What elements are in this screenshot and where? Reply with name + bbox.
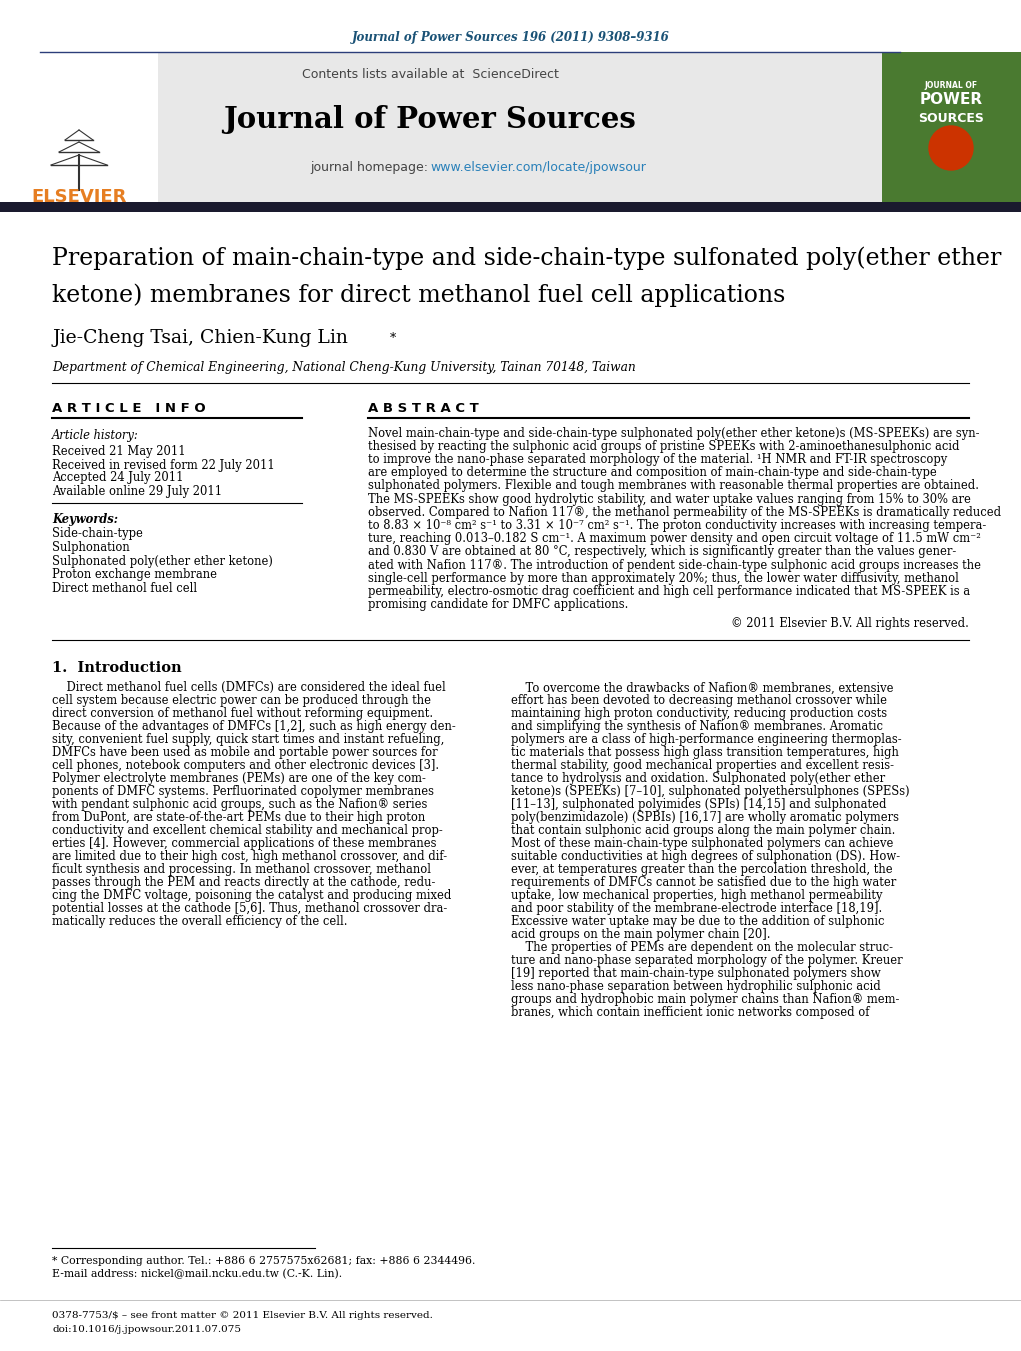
Text: tic materials that possess high glass transition temperatures, high: tic materials that possess high glass tr… [510,746,898,759]
Text: potential losses at the cathode [5,6]. Thus, methanol crossover dra-: potential losses at the cathode [5,6]. T… [52,902,447,915]
Text: thesised by reacting the sulphonic acid groups of pristine SPEEKs with 2-aminoet: thesised by reacting the sulphonic acid … [368,439,960,453]
Text: and simplifying the synthesis of Nafion® membranes. Aromatic: and simplifying the synthesis of Nafion®… [510,720,883,734]
Text: ficult synthesis and processing. In methanol crossover, methanol: ficult synthesis and processing. In meth… [52,863,431,877]
Text: Received in revised form 22 July 2011: Received in revised form 22 July 2011 [52,458,275,471]
Text: Direct methanol fuel cells (DMFCs) are considered the ideal fuel: Direct methanol fuel cells (DMFCs) are c… [52,681,446,694]
Text: Sulphonation: Sulphonation [52,540,130,554]
Text: to 8.83 × 10⁻⁸ cm² s⁻¹ to 3.31 × 10⁻⁷ cm² s⁻¹. The proton conductivity increases: to 8.83 × 10⁻⁸ cm² s⁻¹ to 3.31 × 10⁻⁷ cm… [368,519,986,532]
Text: doi:10.1016/j.jpowsour.2011.07.075: doi:10.1016/j.jpowsour.2011.07.075 [52,1325,241,1335]
Text: Sulphonated poly(ether ether ketone): Sulphonated poly(ether ether ketone) [52,554,273,567]
Text: ture, reaching 0.013–0.182 S cm⁻¹. A maximum power density and open circuit volt: ture, reaching 0.013–0.182 S cm⁻¹. A max… [368,532,981,544]
Text: [19] reported that main-chain-type sulphonated polymers show: [19] reported that main-chain-type sulph… [510,967,881,981]
Text: polymers are a class of high-performance engineering thermoplas-: polymers are a class of high-performance… [510,734,902,746]
Text: groups and hydrophobic main polymer chains than Nafion® mem-: groups and hydrophobic main polymer chai… [510,993,900,1006]
Text: Received 21 May 2011: Received 21 May 2011 [52,446,186,458]
Circle shape [929,126,973,170]
Text: cell phones, notebook computers and other electronic devices [3].: cell phones, notebook computers and othe… [52,759,439,773]
Text: cing the DMFC voltage, poisoning the catalyst and producing mixed: cing the DMFC voltage, poisoning the cat… [52,889,451,902]
Text: that contain sulphonic acid groups along the main polymer chain.: that contain sulphonic acid groups along… [510,824,895,838]
Text: sulphonated polymers. Flexible and tough membranes with reasonable thermal prope: sulphonated polymers. Flexible and tough… [368,480,979,492]
Text: Contents lists available at  ScienceDirect: Contents lists available at ScienceDirec… [301,69,558,81]
Text: ketone) membranes for direct methanol fuel cell applications: ketone) membranes for direct methanol fu… [52,284,785,307]
Text: POWER: POWER [920,92,982,108]
Text: observed. Compared to Nafion 117®, the methanol permeability of the MS-SPEEKs is: observed. Compared to Nafion 117®, the m… [368,505,1002,519]
Text: Most of these main-chain-type sulphonated polymers can achieve: Most of these main-chain-type sulphonate… [510,838,893,850]
Text: permeability, electro-osmotic drag coefficient and high cell performance indicat: permeability, electro-osmotic drag coeff… [368,585,970,598]
Text: ELSEVIER: ELSEVIER [32,188,127,205]
Text: A B S T R A C T: A B S T R A C T [368,401,479,415]
Bar [0,51,882,205]
Text: Because of the advantages of DMFCs [1,2], such as high energy den-: Because of the advantages of DMFCs [1,2]… [52,720,455,734]
Text: ketone)s (SPEEKs) [7–10], sulphonated polyethersulphones (SPESs): ketone)s (SPEEKs) [7–10], sulphonated po… [510,785,910,798]
Text: The MS-SPEEKs show good hydrolytic stability, and water uptake values ranging fr: The MS-SPEEKs show good hydrolytic stabi… [368,493,971,505]
Text: are limited due to their high cost, high methanol crossover, and dif-: are limited due to their high cost, high… [52,850,447,863]
Text: 0378-7753/$ – see front matter © 2011 Elsevier B.V. All rights reserved.: 0378-7753/$ – see front matter © 2011 El… [52,1310,433,1320]
Text: A R T I C L E   I N F O: A R T I C L E I N F O [52,401,205,415]
Text: Preparation of main-chain-type and side-chain-type sulfonated poly(ether ether: Preparation of main-chain-type and side-… [52,246,1002,270]
Text: Article history:: Article history: [52,430,139,443]
Text: uptake, low mechanical properties, high methanol permeability: uptake, low mechanical properties, high … [510,889,882,902]
Text: branes, which contain inefficient ionic networks composed of: branes, which contain inefficient ionic … [510,1006,870,1019]
Text: ture and nano-phase separated morphology of the polymer. Kreuer: ture and nano-phase separated morphology… [510,954,903,967]
Text: To overcome the drawbacks of Nafion® membranes, extensive: To overcome the drawbacks of Nafion® mem… [510,681,893,694]
Text: SOURCES: SOURCES [918,112,984,124]
Text: direct conversion of methanol fuel without reforming equipment.: direct conversion of methanol fuel witho… [52,708,433,720]
Text: Available online 29 July 2011: Available online 29 July 2011 [52,485,223,497]
Text: Keywords:: Keywords: [52,513,118,527]
Text: journal homepage:: journal homepage: [310,162,432,174]
Text: single-cell performance by more than approximately 20%; thus, the lower water di: single-cell performance by more than app… [368,571,959,585]
Text: requirements of DMFCs cannot be satisfied due to the high water: requirements of DMFCs cannot be satisfie… [510,877,896,889]
Text: conductivity and excellent chemical stability and mechanical prop-: conductivity and excellent chemical stab… [52,824,443,838]
Text: 1.  Introduction: 1. Introduction [52,661,182,674]
Text: * Corresponding author. Tel.: +886 6 2757575x62681; fax: +886 6 2344496.: * Corresponding author. Tel.: +886 6 275… [52,1256,476,1266]
Text: Excessive water uptake may be due to the addition of sulphonic: Excessive water uptake may be due to the… [510,915,884,928]
Text: Accepted 24 July 2011: Accepted 24 July 2011 [52,471,184,485]
Text: sity, convenient fuel supply, quick start times and instant refueling,: sity, convenient fuel supply, quick star… [52,734,444,746]
Text: [11–13], sulphonated polyimides (SPIs) [14,15] and sulphonated: [11–13], sulphonated polyimides (SPIs) [… [510,798,886,812]
Text: Journal of Power Sources: Journal of Power Sources [224,105,636,135]
Text: Department of Chemical Engineering, National Cheng-Kung University, Tainan 70148: Department of Chemical Engineering, Nati… [52,362,636,374]
Text: promising candidate for DMFC applications.: promising candidate for DMFC application… [368,598,628,611]
Text: passes through the PEM and reacts directly at the cathode, redu-: passes through the PEM and reacts direct… [52,877,435,889]
Text: are employed to determine the structure and composition of main-chain-type and s: are employed to determine the structure … [368,466,936,480]
Text: JOURNAL OF: JOURNAL OF [924,81,977,89]
Text: Journal of Power Sources 196 (2011) 9308–9316: Journal of Power Sources 196 (2011) 9308… [352,31,670,45]
Text: The properties of PEMs are dependent on the molecular struc-: The properties of PEMs are dependent on … [510,942,893,954]
Text: E-mail address: nickel@mail.ncku.edu.tw (C.-K. Lin).: E-mail address: nickel@mail.ncku.edu.tw … [52,1269,342,1279]
Text: *: * [390,332,396,345]
Text: acid groups on the main polymer chain [20].: acid groups on the main polymer chain [2… [510,928,771,942]
Text: Novel main-chain-type and side-chain-type sulphonated poly(ether ether ketone)s : Novel main-chain-type and side-chain-typ… [368,427,979,439]
Text: and poor stability of the membrane-electrode interface [18,19].: and poor stability of the membrane-elect… [510,902,882,915]
Text: DMFCs have been used as mobile and portable power sources for: DMFCs have been used as mobile and porta… [52,746,438,759]
Text: less nano-phase separation between hydrophilic sulphonic acid: less nano-phase separation between hydro… [510,981,881,993]
Bar [0,203,1021,212]
Text: to improve the nano-phase separated morphology of the material. ¹H NMR and FT-IR: to improve the nano-phase separated morp… [368,453,947,466]
Text: from DuPont, are state-of-the-art PEMs due to their high proton: from DuPont, are state-of-the-art PEMs d… [52,812,426,824]
Text: tance to hydrolysis and oxidation. Sulphonated poly(ether ether: tance to hydrolysis and oxidation. Sulph… [510,773,885,785]
Text: with pendant sulphonic acid groups, such as the Nafion® series: with pendant sulphonic acid groups, such… [52,798,428,812]
Text: www.elsevier.com/locate/jpowsour: www.elsevier.com/locate/jpowsour [430,162,646,174]
Text: ated with Nafion 117®. The introduction of pendent side-chain-type sulphonic aci: ated with Nafion 117®. The introduction … [368,558,981,571]
Text: Polymer electrolyte membranes (PEMs) are one of the key com-: Polymer electrolyte membranes (PEMs) are… [52,773,426,785]
Text: Side-chain-type: Side-chain-type [52,527,143,540]
Text: maintaining high proton conductivity, reducing production costs: maintaining high proton conductivity, re… [510,708,887,720]
Bar [882,51,1021,205]
Bar [0,51,158,205]
Text: Proton exchange membrane: Proton exchange membrane [52,567,217,581]
Text: erties [4]. However, commercial applications of these membranes: erties [4]. However, commercial applicat… [52,838,437,850]
Text: effort has been devoted to decreasing methanol crossover while: effort has been devoted to decreasing me… [510,694,887,708]
Text: matically reduces the overall efficiency of the cell.: matically reduces the overall efficiency… [52,915,347,928]
Text: poly(benzimidazole) (SPBIs) [16,17] are wholly aromatic polymers: poly(benzimidazole) (SPBIs) [16,17] are … [510,812,900,824]
Text: ponents of DMFC systems. Perfluorinated copolymer membranes: ponents of DMFC systems. Perfluorinated … [52,785,434,798]
Text: Direct methanol fuel cell: Direct methanol fuel cell [52,581,197,594]
Text: © 2011 Elsevier B.V. All rights reserved.: © 2011 Elsevier B.V. All rights reserved… [731,617,969,631]
Text: thermal stability, good mechanical properties and excellent resis-: thermal stability, good mechanical prope… [510,759,894,773]
Text: Jie-Cheng Tsai, Chien-Kung Lin: Jie-Cheng Tsai, Chien-Kung Lin [52,330,348,347]
Text: suitable conductivities at high degrees of sulphonation (DS). How-: suitable conductivities at high degrees … [510,850,901,863]
Text: ever, at temperatures greater than the percolation threshold, the: ever, at temperatures greater than the p… [510,863,892,877]
Text: cell system because electric power can be produced through the: cell system because electric power can b… [52,694,431,708]
Text: and 0.830 V are obtained at 80 °C, respectively, which is significantly greater : and 0.830 V are obtained at 80 °C, respe… [368,546,957,558]
